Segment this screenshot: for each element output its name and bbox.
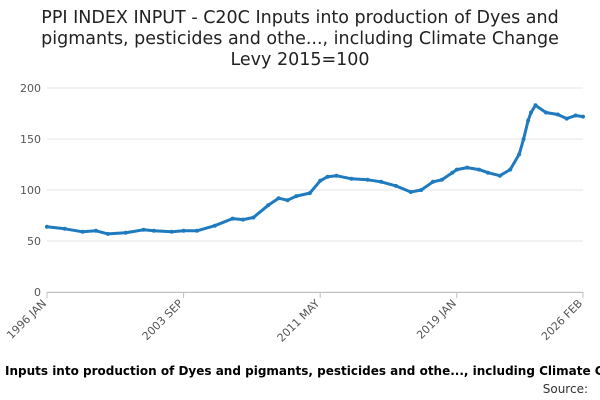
y-tick-label: 100 bbox=[20, 184, 41, 197]
data-point bbox=[285, 198, 290, 203]
data-point bbox=[450, 170, 455, 175]
data-point bbox=[379, 179, 384, 184]
data-point bbox=[266, 203, 271, 208]
chart-title-line: Levy 2015=100 bbox=[230, 50, 370, 70]
data-point bbox=[543, 110, 548, 115]
x-tick-label: 2011 MAY bbox=[275, 297, 323, 345]
gridlines bbox=[47, 87, 583, 293]
data-point bbox=[80, 229, 85, 234]
plot-area bbox=[45, 103, 585, 236]
data-point bbox=[517, 152, 522, 157]
data-point bbox=[141, 227, 146, 232]
data-point bbox=[454, 167, 459, 172]
data-point bbox=[151, 228, 156, 233]
data-point bbox=[564, 116, 569, 121]
data-point bbox=[521, 137, 526, 141]
data-point bbox=[573, 113, 578, 118]
data-point bbox=[334, 173, 339, 178]
chart-title-line: pigmants, pesticides and othe..., includ… bbox=[41, 29, 559, 49]
data-point bbox=[431, 179, 435, 184]
data-point bbox=[230, 216, 235, 221]
data-point bbox=[45, 224, 49, 229]
data-point bbox=[212, 223, 217, 228]
source-label: Source: bbox=[542, 382, 588, 396]
data-point bbox=[169, 229, 174, 234]
y-tick-label: 0 bbox=[34, 286, 41, 299]
data-point bbox=[276, 196, 281, 201]
data-point bbox=[365, 177, 370, 182]
series-line bbox=[45, 103, 585, 236]
data-point bbox=[533, 103, 538, 108]
data-point bbox=[486, 170, 490, 175]
data-point bbox=[477, 167, 482, 172]
y-tick-label: 150 bbox=[20, 133, 41, 146]
y-tick-label: 200 bbox=[20, 82, 41, 95]
data-point bbox=[105, 231, 110, 236]
data-point bbox=[251, 215, 256, 220]
x-tick-label: 2019 JAN bbox=[414, 297, 459, 342]
data-point bbox=[419, 188, 424, 192]
data-point bbox=[195, 228, 199, 233]
data-point bbox=[439, 177, 444, 182]
x-tick-label: 2026 FEB bbox=[539, 297, 585, 343]
x-tick-label: 1996 JAN bbox=[4, 297, 49, 342]
data-point bbox=[241, 217, 245, 222]
data-point bbox=[123, 230, 128, 235]
data-point bbox=[181, 228, 186, 233]
data-point bbox=[94, 228, 98, 233]
data-point bbox=[307, 191, 312, 196]
data-point bbox=[62, 226, 67, 231]
data-point bbox=[555, 112, 560, 117]
data-point bbox=[508, 167, 513, 172]
data-point bbox=[465, 165, 470, 170]
y-axis: 0 50 100 150 200 bbox=[20, 82, 41, 299]
chart-title-line: PPI INDEX INPUT - C20C Inputs into produ… bbox=[41, 8, 559, 28]
data-point bbox=[294, 194, 299, 199]
data-point bbox=[526, 118, 531, 123]
data-point bbox=[393, 183, 398, 188]
y-tick-label: 50 bbox=[27, 235, 41, 248]
legend-label: Inputs into production of Dyes and pigma… bbox=[5, 364, 600, 378]
data-point bbox=[497, 173, 502, 178]
chart-title: PPI INDEX INPUT - C20C Inputs into produ… bbox=[0, 8, 600, 71]
data-point bbox=[408, 190, 413, 194]
x-tick-label: 2003 SEP bbox=[140, 297, 186, 343]
data-point bbox=[325, 174, 330, 179]
data-point bbox=[318, 178, 323, 183]
data-point bbox=[349, 176, 354, 181]
data-point bbox=[581, 114, 585, 119]
data-point bbox=[529, 110, 533, 115]
x-axis: 1996 JAN 2003 SEP 2011 MAY 2019 JAN 2026 FEB bbox=[4, 292, 585, 345]
